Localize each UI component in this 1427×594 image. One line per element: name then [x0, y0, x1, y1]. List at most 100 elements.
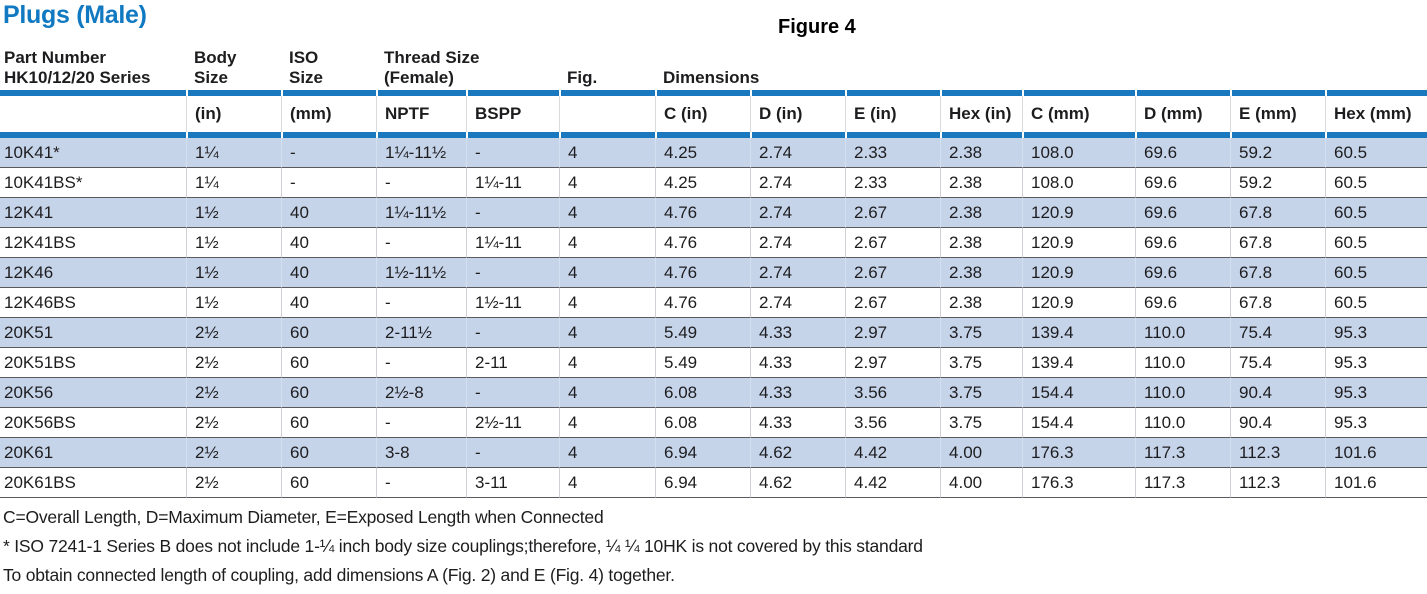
footnotes: C=Overall Length, D=Maximum Diameter, E=… — [3, 503, 923, 590]
table-cell: - — [376, 288, 466, 318]
table-cell: 3.56 — [845, 408, 941, 438]
accent-bar-segment — [940, 132, 1023, 138]
table-cell: 90.4 — [1230, 408, 1326, 438]
table-cell: 4.00 — [940, 468, 1023, 498]
accent-bar-segment — [1230, 132, 1326, 138]
table-cell: 95.3 — [1325, 378, 1427, 408]
table-cell: 108.0 — [1022, 138, 1136, 168]
group-header-cell: Body Size — [194, 48, 237, 87]
table-cell: 69.6 — [1135, 198, 1231, 228]
accent-bar-segment — [1325, 90, 1427, 96]
table-cell: 60.5 — [1325, 228, 1427, 258]
table-cell: 101.6 — [1325, 438, 1427, 468]
table-cell: 95.3 — [1325, 318, 1427, 348]
table-cell: 2½-11 — [466, 408, 560, 438]
table-cell: 60 — [281, 318, 376, 348]
accent-bar-row — [0, 132, 1427, 138]
table-cell: 3.75 — [940, 348, 1023, 378]
page-title: Plugs (Male) — [3, 1, 147, 29]
table-cell: 2½ — [186, 378, 281, 408]
accent-bar-segment — [466, 132, 560, 138]
table-cell: 2.67 — [845, 258, 941, 288]
part-number-cell: 12K41 — [0, 198, 186, 228]
table-cell: 4.42 — [845, 438, 941, 468]
table-cell: 1¼-11 — [466, 168, 560, 198]
table-cell: - — [376, 168, 466, 198]
sub-header-cell: C (mm) — [1022, 96, 1135, 132]
table-cell: 110.0 — [1135, 378, 1231, 408]
accent-bar-segment — [376, 132, 466, 138]
accent-bar-segment — [1022, 90, 1136, 96]
table-cell: 6.94 — [655, 438, 751, 468]
sub-header-cell: NPTF — [376, 96, 466, 132]
table-cell: 40 — [281, 198, 376, 228]
table-cell: 6.08 — [655, 378, 751, 408]
group-header-cell: Fig. — [567, 68, 598, 87]
table-cell: 2½ — [186, 348, 281, 378]
table-cell: 120.9 — [1022, 198, 1136, 228]
table-cell: 117.3 — [1135, 438, 1231, 468]
table-cell: 2-11 — [466, 348, 560, 378]
accent-bar-segment — [845, 90, 941, 96]
table-cell: - — [466, 258, 560, 288]
table-cell: 101.6 — [1325, 468, 1427, 498]
group-header-cell: Dimensions — [663, 68, 760, 87]
sub-header-cell: (mm) — [281, 96, 376, 132]
table-cell: - — [466, 318, 560, 348]
plugs-spec-table: Part Number HK10/12/20 Series Body Size IS… — [0, 44, 1427, 498]
table-row: 10K41* 1¼ -1¼-11½ -4 4.25 2.74 2.33 2.38 108.0 69… — [0, 138, 1427, 168]
table-cell: 67.8 — [1230, 228, 1326, 258]
table-cell: 108.0 — [1022, 168, 1136, 198]
figure-label: Figure 4 — [778, 16, 856, 38]
table-row: 12K41 1½ 40 1¼-11½ -4 4.76 2.74 2.67 2.38 120.9 69… — [0, 198, 1427, 228]
table-cell: 60.5 — [1325, 288, 1427, 318]
table-cell: 1½ — [186, 288, 281, 318]
table-cell: 4.00 — [940, 438, 1023, 468]
accent-bar-segment — [845, 132, 941, 138]
table-cell: 4 — [559, 138, 656, 168]
accent-bar-segment — [655, 132, 751, 138]
group-header-cell: Thread Size (Female) — [384, 48, 480, 87]
table-cell: 40 — [281, 258, 376, 288]
accent-bar-segment — [281, 90, 376, 96]
table-cell: - — [281, 138, 376, 168]
table-cell: 1¼ — [186, 138, 281, 168]
sub-header-cell: D (in) — [750, 96, 845, 132]
table-cell: 60.5 — [1325, 198, 1427, 228]
table-cell: 60 — [281, 378, 376, 408]
accent-bar-segment — [655, 90, 751, 96]
table-cell: 4.76 — [655, 198, 751, 228]
table-cell: 69.6 — [1135, 288, 1231, 318]
table-cell: 1¼-11½ — [376, 138, 466, 168]
table-cell: 112.3 — [1230, 438, 1326, 468]
table-cell: 4.33 — [750, 408, 846, 438]
accent-bar-segment — [750, 132, 846, 138]
table-cell: 1¼-11 — [466, 228, 560, 258]
table-cell: 176.3 — [1022, 438, 1136, 468]
table-cell: 2½ — [186, 468, 281, 498]
table-cell: 4 — [559, 228, 656, 258]
sub-header-cell: E (mm) — [1230, 96, 1325, 132]
table-cell: - — [466, 438, 560, 468]
table-cell: 2.38 — [940, 258, 1023, 288]
table-cell: 69.6 — [1135, 168, 1231, 198]
table-cell: 5.49 — [655, 318, 751, 348]
table-cell: 4 — [559, 198, 656, 228]
table-cell: 110.0 — [1135, 348, 1231, 378]
table-cell: 69.6 — [1135, 228, 1231, 258]
table-cell: - — [376, 468, 466, 498]
table-row: 10K41BS* 1¼ - -1¼-11 4 4.25 2.74 2.33 2.38 108.0 6… — [0, 168, 1427, 198]
table-cell: 1½-11½ — [376, 258, 466, 288]
table-row: 12K46BS 1½ 40-1½-11 4 4.76 2.74 2.67 2.38 120.9 6… — [0, 288, 1427, 318]
table-cell: 1½ — [186, 228, 281, 258]
table-cell: 69.6 — [1135, 258, 1231, 288]
table-cell: 2.74 — [750, 258, 846, 288]
table-cell: - — [466, 198, 560, 228]
table-cell: 40 — [281, 228, 376, 258]
table-cell: 6.08 — [655, 408, 751, 438]
accent-bar-segment — [1135, 132, 1231, 138]
table-cell: 2-11½ — [376, 318, 466, 348]
table-cell: 1½ — [186, 258, 281, 288]
table-cell: 60.5 — [1325, 168, 1427, 198]
